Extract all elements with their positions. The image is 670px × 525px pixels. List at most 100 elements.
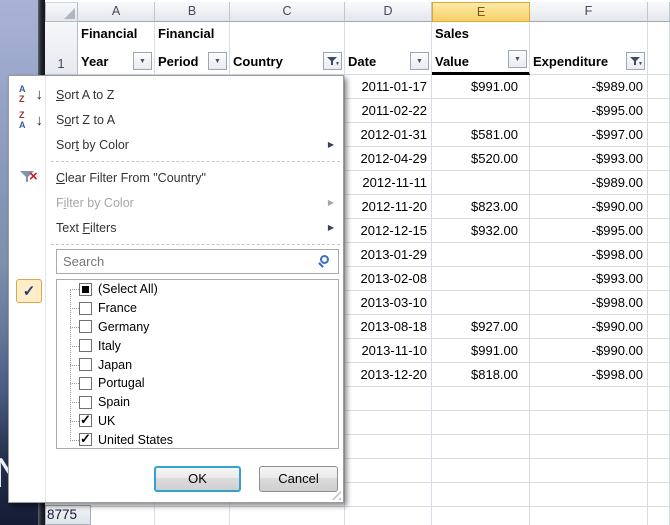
column-header-e[interactable]: E bbox=[432, 2, 530, 22]
cell-expenditure[interactable]: -$990.00 bbox=[530, 195, 648, 219]
cell-expenditure[interactable]: -$995.00 bbox=[530, 99, 648, 123]
cell-expenditure[interactable]: -$995.00 bbox=[530, 219, 648, 243]
f-filter-button[interactable]: ▼ bbox=[626, 52, 645, 70]
cell-expenditure[interactable]: -$989.00 bbox=[530, 75, 648, 99]
tree-branch-line bbox=[70, 364, 79, 366]
cell-expenditure[interactable]: -$990.00 bbox=[530, 315, 648, 339]
cancel-button[interactable]: Cancel bbox=[259, 466, 338, 492]
ok-button[interactable]: OK bbox=[154, 466, 241, 492]
select-all-corner[interactable] bbox=[45, 2, 78, 22]
cell-sales-value[interactable]: $818.00 bbox=[432, 363, 530, 387]
cell-sales-value[interactable]: $932.00 bbox=[432, 219, 530, 243]
cell-date[interactable]: 2011-01-17 bbox=[345, 75, 432, 99]
column-header-c[interactable]: C bbox=[230, 2, 345, 22]
cell-sales-value[interactable] bbox=[432, 171, 530, 195]
header-cell-year[interactable]: Financial Year ▼ bbox=[78, 22, 155, 75]
cell-expenditure[interactable]: -$998.00 bbox=[530, 291, 648, 315]
cell-empty bbox=[648, 243, 670, 267]
filter-list-item-japan[interactable]: Japan bbox=[57, 355, 338, 374]
cell-expenditure[interactable]: -$997.00 bbox=[530, 123, 648, 147]
filter-list-item-france[interactable]: France bbox=[57, 299, 338, 318]
cell-sales-value[interactable]: $991.00 bbox=[432, 75, 530, 99]
cell-date[interactable]: 2013-01-29 bbox=[345, 243, 432, 267]
menu-item-sort-a-to-z[interactable]: Sort A to Z bbox=[9, 82, 343, 107]
cell-sales-value[interactable] bbox=[432, 243, 530, 267]
checkbox-unchecked[interactable] bbox=[79, 339, 92, 353]
e-filter-button[interactable]: ▼ bbox=[508, 50, 527, 68]
cell-empty bbox=[648, 147, 670, 171]
header-cell-date[interactable]: Date ▼ bbox=[345, 22, 432, 75]
column-header-a[interactable]: A bbox=[78, 2, 155, 22]
header-cell-period[interactable]: Financial Period ▼ bbox=[155, 22, 230, 75]
cell-date[interactable]: 2012-04-29 bbox=[345, 147, 432, 171]
column-header-f[interactable]: F bbox=[530, 2, 648, 22]
checkbox-unchecked[interactable] bbox=[79, 358, 92, 372]
header-cell-country[interactable]: Country ▼ bbox=[230, 22, 345, 75]
header-line2: Expenditure bbox=[533, 54, 609, 69]
menu-item-sort-z-to-a[interactable]: Sort Z to A bbox=[9, 107, 343, 132]
cell-empty bbox=[648, 219, 670, 243]
filter-list-item-spain[interactable]: Spain bbox=[57, 393, 338, 412]
filter-list-item-portugal[interactable]: Portugal bbox=[57, 374, 338, 393]
cell-date[interactable]: 2012-11-11 bbox=[345, 171, 432, 195]
filter-list-item--select-all-[interactable]: (Select All) bbox=[57, 280, 338, 299]
row-header-1[interactable]: 1 bbox=[45, 22, 78, 75]
a-filter-button[interactable]: ▼ bbox=[133, 52, 152, 70]
cell-date[interactable]: 2013-02-08 bbox=[345, 267, 432, 291]
menu-item-sort-by-color[interactable]: Sort by Color ▶ bbox=[9, 132, 343, 157]
column-header-d[interactable]: D bbox=[345, 2, 432, 22]
cell-sales-value[interactable]: $823.00 bbox=[432, 195, 530, 219]
cell-date[interactable]: 2012-11-20 bbox=[345, 195, 432, 219]
cell-expenditure[interactable]: -$993.00 bbox=[530, 147, 648, 171]
cell-date[interactable]: 2013-11-10 bbox=[345, 339, 432, 363]
table-row: 2012-04-29 $520.00 -$993.00 bbox=[78, 147, 670, 171]
column-header-partial[interactable] bbox=[648, 2, 670, 22]
checkbox-unchecked[interactable] bbox=[79, 320, 92, 334]
tree-branch-line bbox=[70, 326, 79, 328]
cell-sales-value[interactable]: $520.00 bbox=[432, 147, 530, 171]
b-filter-button[interactable]: ▼ bbox=[208, 52, 227, 70]
menu-item-clear-filter-from-country[interactable]: Clear Filter From "Country" bbox=[9, 165, 343, 190]
cell-expenditure[interactable]: -$998.00 bbox=[530, 363, 648, 387]
checkbox-checked[interactable] bbox=[79, 431, 92, 447]
menu-item-text-filters[interactable]: Text Filters ▶ bbox=[9, 215, 343, 240]
cell-empty bbox=[648, 459, 670, 483]
cell-expenditure[interactable]: -$998.00 bbox=[530, 243, 648, 267]
cell-expenditure[interactable]: -$993.00 bbox=[530, 267, 648, 291]
row-header-8775[interactable]: 8775 bbox=[45, 505, 91, 525]
filter-list-item-uk[interactable]: UK bbox=[57, 412, 338, 431]
checkbox-unchecked[interactable] bbox=[79, 376, 92, 390]
cell-date[interactable]: 2012-12-15 bbox=[345, 219, 432, 243]
tree-branch-line bbox=[70, 383, 79, 385]
column-header-b[interactable]: B bbox=[155, 2, 230, 22]
header-cell-value[interactable]: Sales Value ▼ bbox=[432, 22, 530, 75]
cell-date[interactable]: 2013-08-18 bbox=[345, 315, 432, 339]
cell-sales-value[interactable]: $581.00 bbox=[432, 123, 530, 147]
cell-date[interactable]: 2013-12-20 bbox=[345, 363, 432, 387]
cell-sales-value[interactable] bbox=[432, 291, 530, 315]
menu-resize-grip[interactable] bbox=[330, 489, 341, 500]
checkbox-unchecked[interactable] bbox=[79, 301, 92, 315]
cell-sales-value[interactable] bbox=[432, 99, 530, 123]
cell-sales-value[interactable]: $991.00 bbox=[432, 339, 530, 363]
c-filter-button[interactable]: ▼ bbox=[323, 52, 342, 70]
cell-date[interactable]: 2013-03-10 bbox=[345, 291, 432, 315]
search-input[interactable] bbox=[57, 250, 338, 273]
submenu-arrow-icon: ▶ bbox=[327, 140, 334, 149]
cell-date[interactable]: 2011-02-22 bbox=[345, 99, 432, 123]
filter-list-item-united-states[interactable]: United States bbox=[57, 430, 338, 448]
checkbox-unchecked[interactable] bbox=[79, 395, 92, 409]
d-filter-button[interactable]: ▼ bbox=[410, 52, 429, 70]
cell-sales-value[interactable] bbox=[432, 267, 530, 291]
cell-expenditure[interactable]: -$989.00 bbox=[530, 171, 648, 195]
cell-sales-value[interactable]: $927.00 bbox=[432, 315, 530, 339]
header-cell-expenditure[interactable]: Expenditure ▼ bbox=[530, 22, 648, 75]
menu-item-filter-by-color[interactable]: Filter by Color ▶ bbox=[9, 190, 343, 215]
filter-list-item-germany[interactable]: Germany bbox=[57, 318, 338, 337]
cell-expenditure[interactable]: -$990.00 bbox=[530, 339, 648, 363]
checkbox-mixed[interactable] bbox=[79, 282, 92, 296]
filter-list-item-italy[interactable]: Italy bbox=[57, 336, 338, 355]
cell-date[interactable]: 2012-01-31 bbox=[345, 123, 432, 147]
checkbox-checked[interactable] bbox=[79, 412, 92, 428]
